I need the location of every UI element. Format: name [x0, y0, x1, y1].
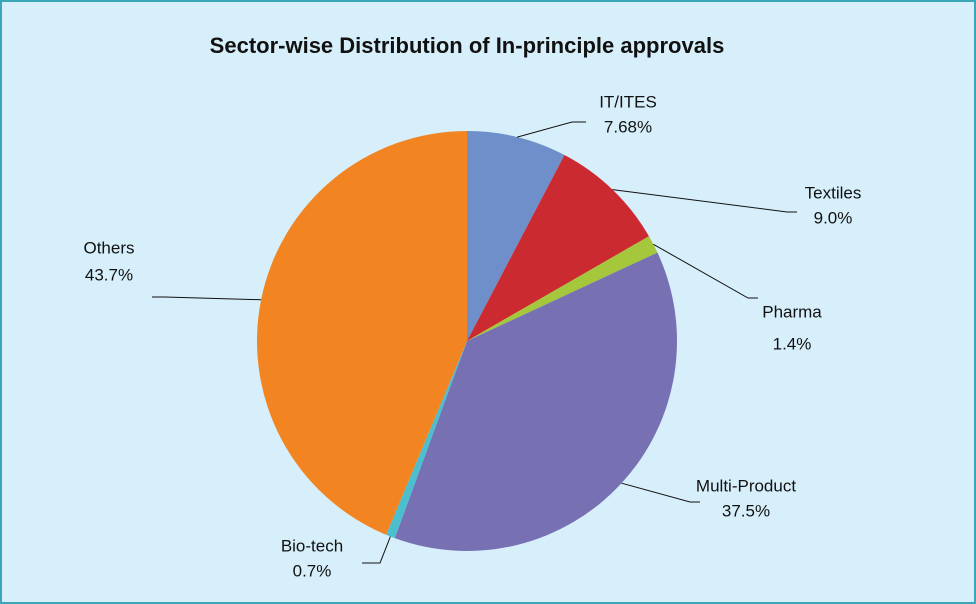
slice-label: Bio-tech	[281, 536, 343, 555]
chart-title: Sector-wise Distribution of In-principle…	[210, 33, 725, 58]
pie-slice	[386, 341, 467, 539]
slice-label: Others	[83, 238, 134, 257]
slice-label: Pharma	[762, 302, 822, 321]
slice-label: Multi-Product	[696, 476, 796, 495]
pie-slice	[394, 252, 677, 551]
pie-slice	[256, 131, 467, 535]
slice-value-label: 43.7%	[85, 265, 133, 284]
pie-slice	[467, 154, 649, 341]
leader-line	[517, 121, 586, 138]
leader-line	[612, 189, 797, 213]
leader-line	[152, 296, 262, 301]
pie-slice	[467, 236, 658, 341]
slice-value-label: 1.4%	[773, 334, 812, 353]
slice-value-label: 7.68%	[604, 117, 652, 136]
leader-line	[653, 243, 758, 299]
slice-value-label: 37.5%	[722, 501, 770, 520]
slice-value-label: 9.0%	[814, 208, 853, 227]
leader-line	[621, 482, 700, 503]
slice-value-label: 0.7%	[293, 561, 332, 580]
pie-slice	[467, 131, 565, 341]
leader-line	[362, 536, 391, 564]
slice-label: IT/ITES	[599, 92, 657, 111]
slice-label: Textiles	[805, 183, 862, 202]
